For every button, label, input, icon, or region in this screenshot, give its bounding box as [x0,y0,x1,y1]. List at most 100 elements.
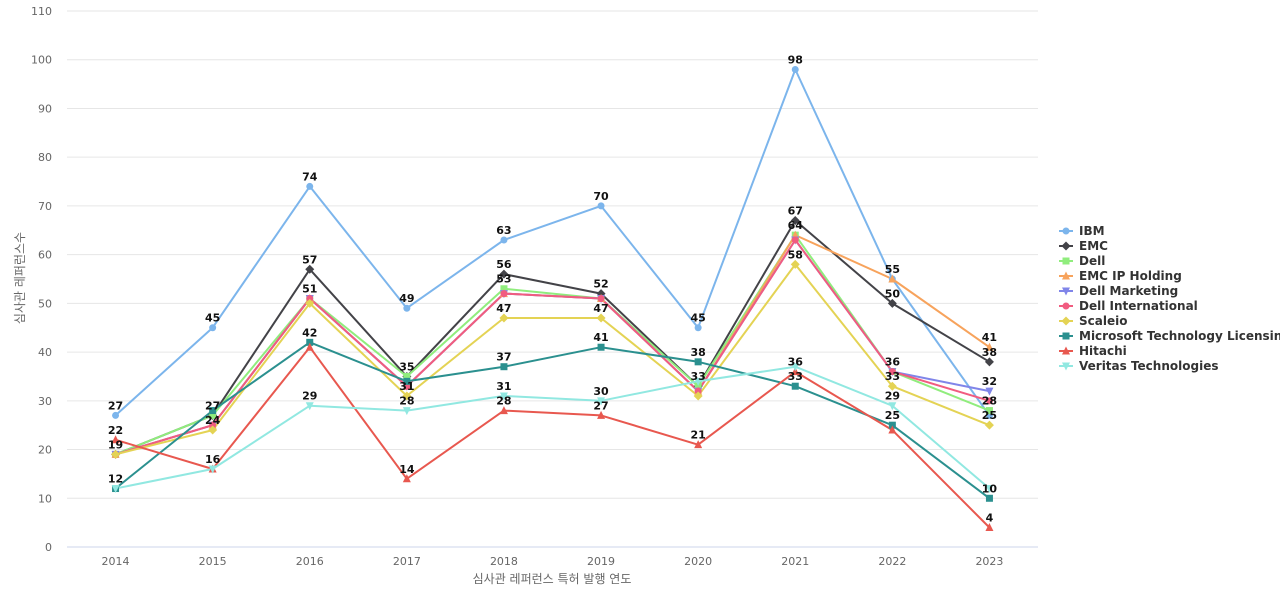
data-label: 25 [982,409,997,422]
data-point [985,494,993,502]
data-point [305,298,315,308]
legend-item-label: EMC IP Holding [1079,269,1182,283]
x-tick-label: 2019 [587,555,615,568]
legend-symbol [1062,362,1070,371]
data-label: 74 [302,170,318,183]
data-label: 38 [690,346,705,359]
data-label: 49 [399,292,414,305]
data-point [306,182,314,190]
data-point [888,421,896,429]
data-label: 55 [885,263,900,276]
data-label: 33 [690,370,705,383]
data-point [694,440,703,449]
legend-item-label: Dell Marketing [1079,284,1178,298]
legend-symbol [1062,332,1070,340]
data-point [500,363,508,371]
data-point [403,372,411,380]
data-point [208,425,218,435]
y-tick-label: 60 [38,249,52,262]
data-point [790,216,800,226]
data-point [597,343,605,351]
data-point [209,324,217,332]
data-point [596,313,606,323]
data-point [209,407,217,415]
data-point [597,410,606,419]
data-point [402,474,411,483]
legend-item-label: IBM [1079,224,1105,238]
data-point [402,407,411,416]
x-tick-label: 2014 [102,555,130,568]
data-label: 27 [205,399,220,412]
data-label: 50 [885,287,901,300]
data-label: 28 [982,395,997,408]
x-tick-label: 2020 [684,555,712,568]
data-point [694,382,702,390]
series-line [115,239,990,456]
data-point [305,402,314,411]
data-label: 35 [399,360,414,373]
data-label: 31 [496,380,511,393]
data-label: 33 [788,370,803,383]
data-label: 22 [108,424,123,437]
data-point [888,274,897,283]
x-tick-label: 2018 [490,555,518,568]
data-point [985,407,993,415]
data-point [500,290,508,298]
data-label: 30 [593,385,609,398]
data-label: 28 [496,395,511,408]
legend-item-label: Scaleio [1079,314,1127,328]
data-label: 36 [788,356,804,369]
data-point [694,358,702,366]
data-label: 12 [108,473,123,486]
data-label: 41 [982,331,997,344]
x-tick-label: 2015 [199,555,227,568]
x-tick-label: 2017 [393,555,421,568]
data-label: 28 [399,395,414,408]
series-markers [111,65,994,532]
data-label: 27 [108,399,123,412]
y-tick-label: 40 [38,346,52,359]
data-point [791,65,799,73]
data-point [887,381,897,391]
data-point [790,259,800,269]
series-line [114,341,991,500]
data-label: 37 [496,351,511,364]
data-point [499,392,508,401]
data-point [305,264,315,274]
y-tick-label: 50 [38,297,52,310]
legend-symbol [1062,257,1070,265]
data-point [111,449,121,459]
x-axis-title: 심사관 레퍼런스 특허 발행 연도 [473,571,632,586]
data-label: 24 [205,414,221,427]
y-tick-label: 100 [31,54,52,67]
legend-item-label: Veritas Technologies [1079,359,1218,373]
data-point [694,377,703,386]
data-point [985,485,994,494]
legend-item-label: Microsoft Technology Licensing [1079,329,1280,343]
data-point [791,236,799,244]
series-line [115,365,991,490]
y-tick-label: 0 [45,541,52,554]
series-line [115,234,990,456]
data-label: 45 [205,312,220,325]
data-label: 51 [302,282,317,295]
data-label: 31 [399,380,414,393]
y-tick-label: 30 [38,395,52,408]
data-point [888,402,897,411]
data-point [694,387,702,395]
data-label: 14 [399,463,415,476]
y-tick-label: 10 [38,492,52,505]
data-point [111,485,120,494]
data-point [791,363,800,372]
data-point [985,523,994,532]
data-label: 53 [496,273,511,286]
legend-item-label: Dell International [1079,299,1198,313]
data-label: 21 [690,429,705,442]
data-label: 63 [496,224,511,237]
data-point [693,391,703,401]
legend-symbol [1061,241,1071,251]
legend-symbol [1062,227,1070,235]
